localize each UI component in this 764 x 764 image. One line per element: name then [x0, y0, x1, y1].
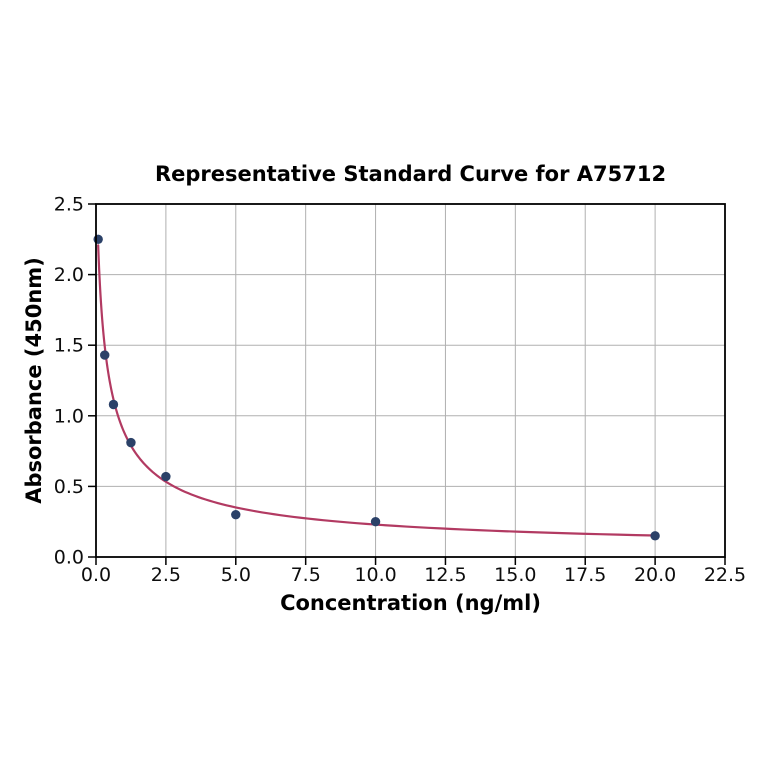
data-point: [370, 517, 381, 527]
data-point: [161, 471, 171, 482]
y-tick-label: 1.5: [54, 335, 84, 357]
x-tick-label: 17.5: [564, 564, 606, 586]
x-tick-label: 10.0: [354, 564, 396, 586]
y-tick-label: 1.0: [54, 405, 84, 427]
x-tick-label: 5.0: [221, 564, 251, 586]
data-point: [100, 350, 110, 360]
fit-curve-line: [97, 244, 657, 537]
y-tick-label: 0.0: [54, 547, 84, 569]
data-point: [93, 234, 103, 244]
plot-border: [95, 203, 726, 558]
gridlines: [96, 204, 725, 557]
axis-ticks: [88, 203, 726, 565]
x-tick-label: 15.0: [494, 564, 536, 586]
x-tick-label: 7.5: [291, 564, 321, 586]
x-tick-label: 2.5: [151, 564, 181, 586]
data-point: [108, 399, 119, 410]
x-tick-labels: 0.0 2.5 5.0 7.5 10.0 12.5 15.0 17.5 20.0 22.5: [81, 564, 746, 586]
x-tick-label: 0.0: [81, 564, 111, 586]
x-axis-label: Concentration (ng/ml): [280, 591, 541, 615]
x-tick-label: 12.5: [424, 564, 466, 586]
data-points: [93, 234, 660, 541]
y-tick-label: 0.5: [54, 476, 84, 498]
x-tick-label: 22.5: [704, 564, 746, 586]
x-tick-label: 20.0: [634, 564, 676, 586]
chart-title: Representative Standard Curve for A75712: [155, 162, 666, 186]
data-point: [650, 531, 660, 541]
data-point: [231, 509, 241, 520]
y-tick-label: 2.5: [54, 194, 84, 216]
y-axis-label: Absorbance (450nm): [22, 257, 46, 504]
data-point: [126, 437, 136, 448]
y-tick-label: 2.0: [54, 264, 84, 286]
y-tick-labels: 0.0 0.5 1.0 1.5 2.0 2.5: [54, 194, 84, 569]
